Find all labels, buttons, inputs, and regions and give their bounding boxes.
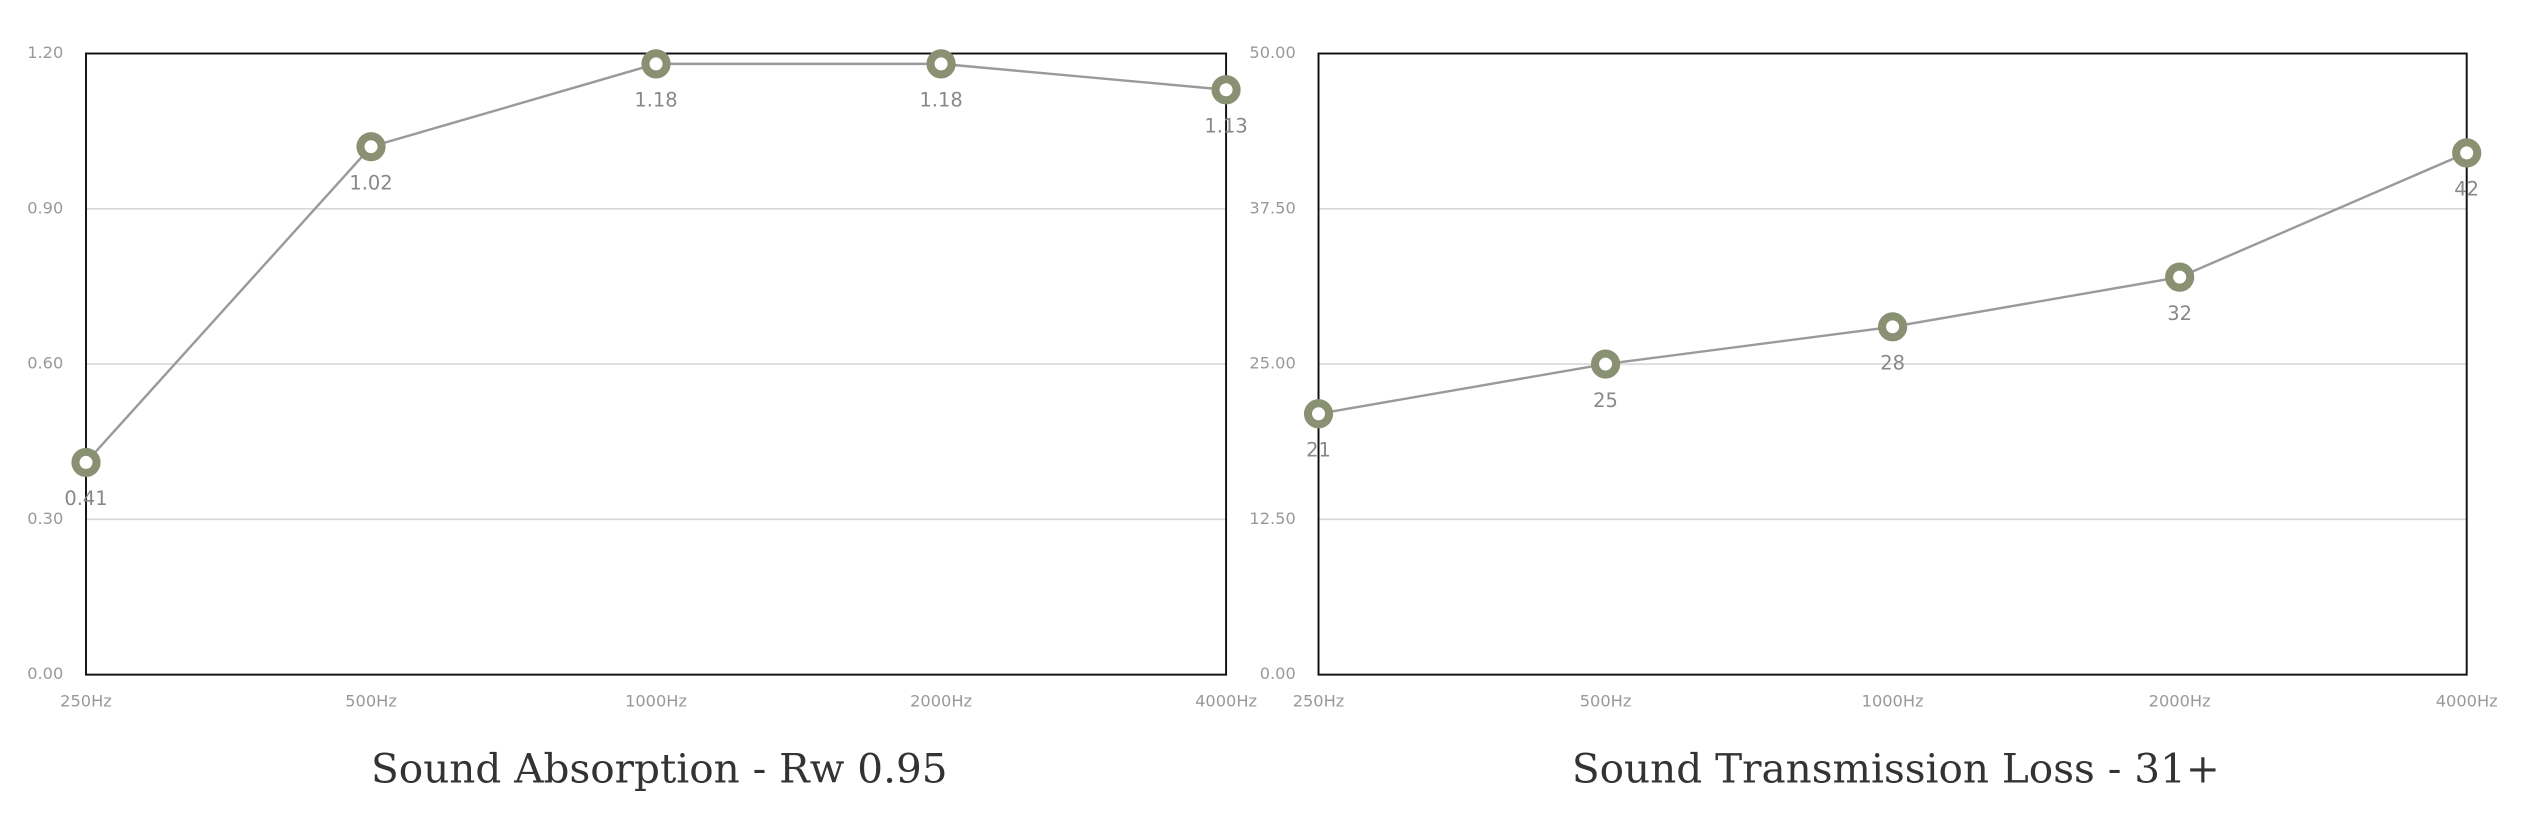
chart-title: Sound Absorption - Rw 0.95: [371, 744, 948, 792]
x-tick-label: 250Hz: [1293, 692, 1345, 711]
data-label: 1.18: [919, 89, 962, 112]
x-tick-label: 500Hz: [345, 692, 397, 711]
y-tick-label: 0.00: [1260, 664, 1296, 683]
data-label: 32: [2167, 302, 2192, 325]
data-label: 1.13: [1204, 115, 1247, 138]
x-tick-label: 2000Hz: [2149, 692, 2211, 711]
point: [2165, 262, 2195, 292]
y-tick-label: 12.50: [1249, 509, 1295, 528]
data-label: 0.41: [64, 487, 107, 510]
point: [1878, 312, 1908, 342]
x-tick-label: 1000Hz: [1862, 692, 1924, 711]
x-tick-label: 4000Hz: [1195, 692, 1257, 711]
data-label: 21: [1306, 439, 1331, 462]
series-line: [85, 62, 1227, 464]
data-label: 1.18: [634, 89, 677, 112]
x-tick-label: 1000Hz: [625, 692, 687, 711]
y-tick-label: 37.50: [1249, 198, 1295, 217]
x-tick-label: 4000Hz: [2436, 692, 2498, 711]
data-label: 25: [1593, 389, 1618, 412]
plot-border: [1317, 52, 2468, 676]
x-tick-label: 500Hz: [1580, 692, 1632, 711]
data-label: 1.02: [349, 171, 392, 194]
y-tick-label: 50.00: [1249, 43, 1295, 62]
y-tick-label: 1.20: [27, 43, 63, 62]
point: [71, 447, 101, 478]
point: [641, 49, 671, 79]
point: [1590, 349, 1621, 379]
data-label: 28: [1880, 352, 1905, 375]
chart-title: Sound Transmission Loss - 31+: [1572, 744, 2220, 792]
y-tick-label: 25.00: [1249, 354, 1295, 373]
y-tick-label: 0.00: [27, 664, 63, 683]
point: [1211, 75, 1241, 105]
point: [926, 49, 956, 79]
y-tick-label: 0.90: [27, 198, 63, 217]
x-tick-label: 2000Hz: [910, 692, 972, 711]
point: [2452, 138, 2482, 168]
x-tick-label: 250Hz: [60, 692, 112, 711]
y-tick-label: 0.30: [27, 509, 63, 528]
data-label: 42: [2454, 178, 2479, 201]
y-tick-label: 0.60: [27, 354, 63, 373]
point: [1303, 399, 1334, 429]
point: [356, 132, 386, 162]
series-line: [1318, 151, 2468, 415]
